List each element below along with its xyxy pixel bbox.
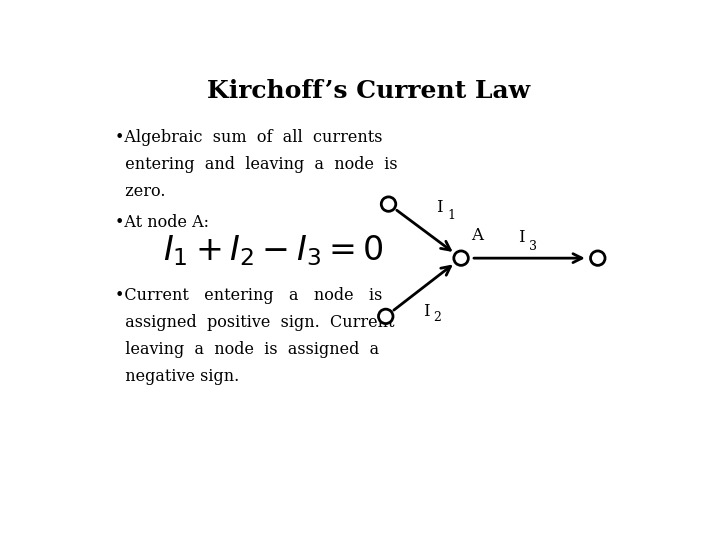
Text: 2: 2	[433, 312, 441, 325]
Text: I: I	[436, 199, 443, 216]
Text: negative sign.: negative sign.	[115, 368, 239, 386]
Text: assigned  positive  sign.  Current: assigned positive sign. Current	[115, 314, 395, 331]
Ellipse shape	[382, 197, 396, 211]
Text: Kirchoff’s Current Law: Kirchoff’s Current Law	[207, 79, 531, 103]
Text: •At node A:: •At node A:	[115, 214, 209, 232]
Ellipse shape	[590, 251, 605, 265]
Ellipse shape	[454, 251, 468, 265]
Text: I: I	[423, 303, 430, 320]
Text: A: A	[471, 227, 483, 244]
Text: $\mathit{I}_1 + \mathit{I}_2 - \mathit{I}_3 = 0$: $\mathit{I}_1 + \mathit{I}_2 - \mathit{I…	[163, 233, 384, 268]
Text: zero.: zero.	[115, 183, 166, 200]
Ellipse shape	[379, 309, 393, 323]
Text: 3: 3	[529, 240, 537, 253]
Text: •Algebraic  sum  of  all  currents: •Algebraic sum of all currents	[115, 129, 382, 146]
Text: I: I	[518, 228, 525, 246]
Text: 1: 1	[447, 209, 455, 222]
Text: entering  and  leaving  a  node  is: entering and leaving a node is	[115, 156, 397, 173]
Text: leaving  a  node  is  assigned  a: leaving a node is assigned a	[115, 341, 379, 359]
Text: •Current   entering   a   node   is: •Current entering a node is	[115, 287, 382, 304]
